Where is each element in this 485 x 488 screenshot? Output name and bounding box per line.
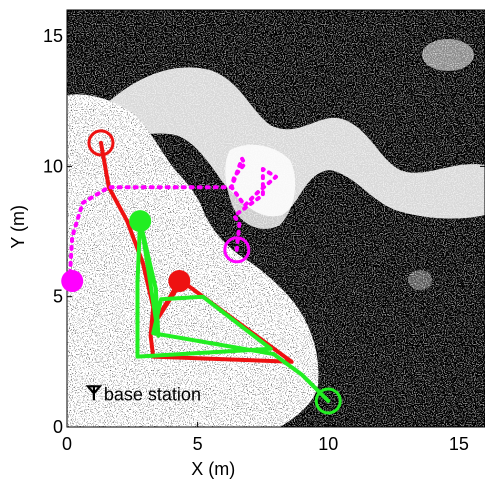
x-tick-label: 10	[318, 434, 338, 454]
y-tick-label: 15	[43, 26, 63, 46]
x-tick-label: 15	[449, 434, 469, 454]
end-marker-red	[168, 270, 190, 292]
y-axis-label: Y (m)	[8, 205, 28, 249]
x-tick-label: 0	[62, 434, 72, 454]
y-tick-label: 10	[43, 156, 63, 176]
end-marker-magenta	[61, 270, 83, 292]
base-station-label: base station	[104, 384, 201, 404]
y-tick-label: 5	[53, 287, 63, 307]
x-axis-label: X (m)	[191, 459, 235, 479]
x-tick-label: 5	[193, 434, 203, 454]
end-marker-green	[129, 210, 151, 232]
y-tick-label: 0	[53, 417, 63, 437]
base-station-annotation: base station	[88, 384, 201, 404]
